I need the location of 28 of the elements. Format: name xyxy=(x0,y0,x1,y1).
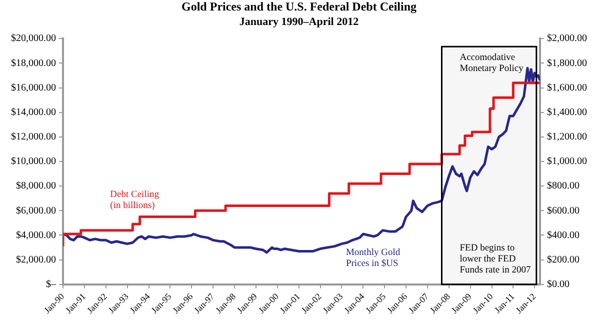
annotation: FED begins to lower the FED Funds rate in 2007 xyxy=(460,244,531,276)
y2-tick-label: $1,600.00 xyxy=(547,82,587,94)
chart-title: Gold Prices and the U.S. Federal Debt Ceiling xyxy=(182,0,416,14)
y2-tick-label: $1,000.00 xyxy=(547,156,587,168)
y2-tick-label: $1,200.00 xyxy=(547,132,587,143)
y-tick-label: $6,000.00 xyxy=(16,205,56,216)
series-label: Monthly Gold Prices in $US xyxy=(346,248,400,269)
y-tick-label: $16,000.00 xyxy=(11,82,56,94)
y2-tick-label: $800.00 xyxy=(547,180,580,192)
chart-subtitle: January 1990–April 2012 xyxy=(239,16,360,28)
y-tick-label: $2,000.00 xyxy=(16,254,56,266)
y2-tick-label: $1,400.00 xyxy=(547,106,587,118)
y-tick-label: $20,000.00 xyxy=(11,33,56,44)
y2-tick-label: $200.00 xyxy=(547,254,580,266)
y2-tick-label: $600.00 xyxy=(547,205,580,216)
y2-tick-label: $0.00 xyxy=(547,279,570,290)
y-tick-label: $18,000.00 xyxy=(11,58,56,69)
y-tick-label: $10,000.00 xyxy=(11,156,56,168)
y-tick-label: $4,000.00 xyxy=(16,230,56,241)
y-tick-label: $– xyxy=(46,279,57,290)
y-tick-label: $8,000.00 xyxy=(16,180,56,192)
series-label: Debt Ceiling (in billions) xyxy=(110,190,160,212)
y2-tick-label: $400.00 xyxy=(547,230,580,241)
y2-tick-label: $2,000.00 xyxy=(547,33,587,44)
y2-tick-label: $1,800.00 xyxy=(547,58,587,69)
y-tick-label: $12,000.00 xyxy=(11,132,56,143)
y-tick-label: $14,000.00 xyxy=(11,106,56,118)
band-label: Accomodative Monetary Policy xyxy=(460,52,524,74)
